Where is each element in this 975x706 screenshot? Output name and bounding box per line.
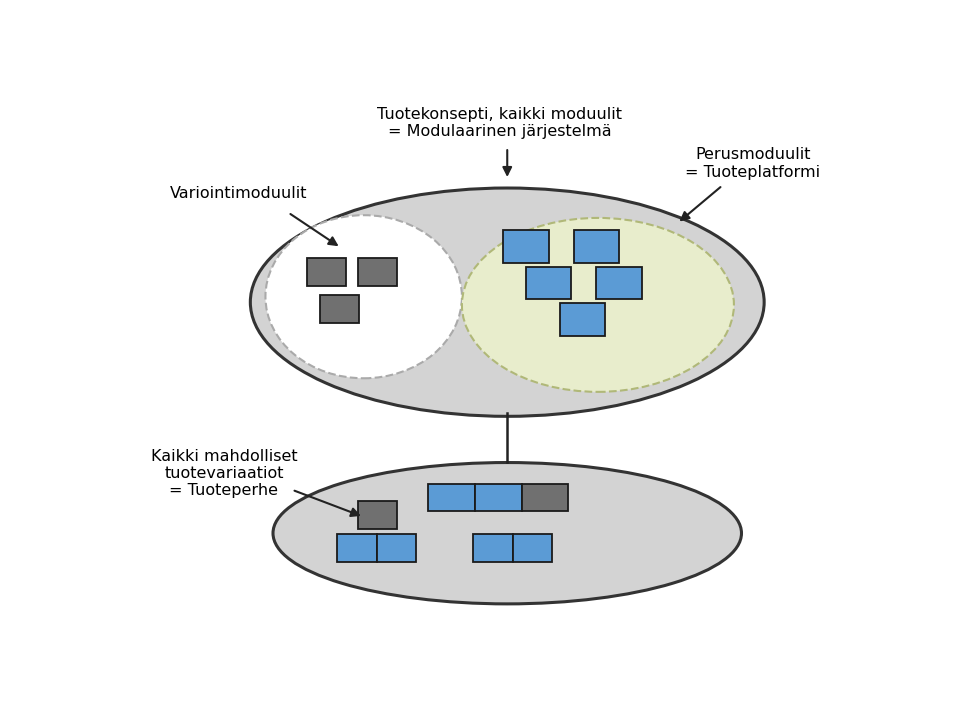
Bar	[337, 534, 376, 562]
Text: Tuotekonsepti, kaikki moduulit
= Modulaarinen järjestelmä: Tuotekonsepti, kaikki moduulit = Modulaa…	[377, 107, 622, 139]
Bar	[560, 304, 605, 336]
Text: Perusmoduulit
= Tuoteplatformi: Perusmoduulit = Tuoteplatformi	[685, 148, 820, 180]
Bar	[428, 484, 475, 511]
Bar	[473, 534, 513, 562]
Ellipse shape	[251, 188, 764, 417]
Bar	[526, 267, 571, 299]
Text: Kaikki mahdolliset
tuotevariaatiot
= Tuoteperhe: Kaikki mahdolliset tuotevariaatiot = Tuo…	[150, 448, 297, 498]
Ellipse shape	[462, 218, 734, 392]
Bar	[358, 501, 397, 530]
Text: Variointimoduulit: Variointimoduulit	[171, 186, 308, 201]
Bar	[475, 484, 522, 511]
Bar	[522, 484, 568, 511]
Bar	[573, 230, 619, 263]
Bar	[513, 534, 552, 562]
Bar	[358, 258, 397, 286]
Bar	[597, 267, 642, 299]
Bar	[376, 534, 415, 562]
Ellipse shape	[273, 462, 741, 604]
Ellipse shape	[265, 215, 462, 378]
Bar	[320, 294, 359, 323]
Bar	[307, 258, 346, 286]
Bar	[503, 230, 549, 263]
